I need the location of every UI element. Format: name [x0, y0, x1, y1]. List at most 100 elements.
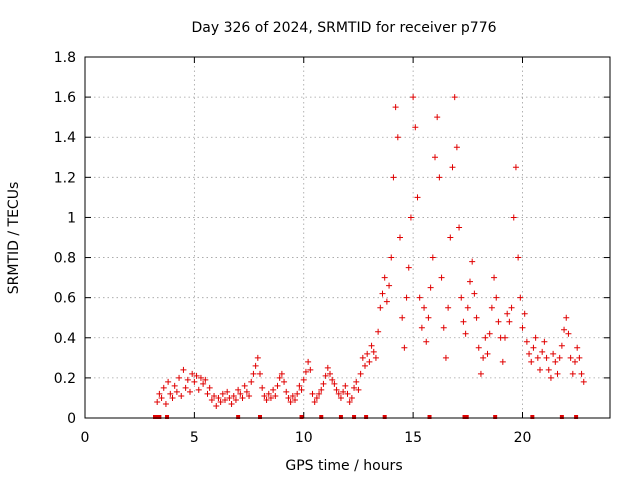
data-point — [388, 254, 395, 261]
y-tick-label: 1.6 — [54, 90, 76, 106]
data-points — [154, 94, 587, 409]
data-point — [292, 396, 298, 403]
data-point — [547, 374, 554, 381]
data-point — [357, 370, 364, 377]
data-point — [224, 388, 231, 395]
data-point — [320, 380, 327, 387]
data-point — [372, 354, 379, 361]
data-point — [403, 294, 410, 301]
data-point — [429, 254, 436, 261]
data-point — [456, 224, 463, 231]
data-point — [440, 324, 447, 331]
bottom-marker — [364, 415, 369, 419]
data-point — [379, 290, 386, 297]
data-point — [324, 364, 331, 371]
data-point — [274, 382, 281, 389]
data-point — [283, 388, 290, 395]
data-point — [184, 376, 191, 383]
data-point — [267, 394, 274, 401]
data-point — [154, 398, 161, 405]
data-point — [197, 374, 204, 381]
data-point — [327, 370, 333, 377]
data-point — [355, 386, 362, 393]
data-point — [346, 398, 353, 405]
data-point — [298, 386, 305, 393]
bottom-markers — [153, 415, 579, 419]
data-point — [187, 388, 193, 395]
bottom-marker — [157, 415, 162, 419]
data-point — [309, 390, 316, 397]
data-point — [558, 342, 565, 349]
data-point — [506, 318, 513, 325]
data-point — [532, 334, 539, 341]
data-point — [230, 392, 237, 399]
data-point — [254, 354, 261, 361]
data-point — [333, 386, 340, 393]
data-point — [381, 274, 388, 281]
data-point — [569, 370, 576, 377]
data-point — [397, 234, 403, 241]
data-point — [302, 368, 309, 375]
bottom-marker — [382, 415, 387, 419]
data-point — [311, 398, 318, 405]
data-point — [228, 400, 235, 407]
bottom-marker — [464, 415, 469, 419]
y-tick-labels: 0 0.2 0.4 0.6 0.8 1 1.2 1.4 1.6 1.8 — [54, 50, 76, 427]
data-point — [362, 362, 368, 369]
data-point — [418, 324, 425, 331]
data-point — [257, 370, 263, 377]
bottom-marker — [493, 415, 498, 419]
data-point — [517, 294, 524, 301]
data-point — [235, 386, 242, 393]
data-point — [335, 390, 342, 397]
x-tick-label: 15 — [404, 430, 422, 446]
data-point — [580, 378, 587, 385]
data-point — [407, 214, 414, 221]
data-point — [226, 394, 233, 401]
data-point — [248, 378, 255, 385]
y-tick-label: 0 — [67, 411, 76, 427]
data-point — [316, 390, 323, 397]
data-point — [239, 394, 246, 401]
grid-lines — [85, 57, 610, 418]
data-point — [237, 390, 244, 397]
data-point — [178, 392, 185, 399]
data-point — [213, 402, 220, 409]
data-point — [447, 234, 454, 241]
data-point — [480, 354, 487, 361]
data-point — [329, 376, 336, 383]
data-point — [515, 254, 522, 261]
x-tick-label: 10 — [295, 430, 313, 446]
data-point — [281, 378, 288, 385]
data-point — [563, 314, 570, 321]
data-point — [552, 358, 559, 365]
data-point — [427, 284, 434, 291]
bottom-marker — [352, 415, 357, 419]
data-point — [375, 328, 382, 335]
data-point — [458, 294, 465, 301]
data-point — [364, 350, 371, 357]
data-point — [285, 394, 292, 401]
data-point — [512, 164, 519, 171]
bottom-marker — [462, 415, 467, 419]
data-point — [173, 388, 180, 395]
data-point — [423, 338, 430, 345]
data-point — [348, 394, 355, 401]
data-point — [270, 386, 277, 393]
y-axis-label: SRMTID / TECUs — [6, 182, 22, 295]
data-point — [219, 390, 226, 397]
data-point — [246, 392, 253, 399]
data-point — [215, 394, 222, 401]
data-point — [486, 330, 493, 337]
data-point — [471, 290, 478, 297]
data-point — [252, 362, 259, 369]
y-tick-label: 1.8 — [54, 50, 76, 66]
data-point — [467, 278, 473, 285]
y-tick-label: 0.8 — [54, 251, 76, 267]
data-point — [265, 390, 272, 397]
data-point — [167, 390, 174, 397]
data-point — [263, 396, 270, 403]
data-point — [344, 390, 351, 397]
data-point — [296, 382, 303, 389]
data-point — [305, 358, 312, 365]
